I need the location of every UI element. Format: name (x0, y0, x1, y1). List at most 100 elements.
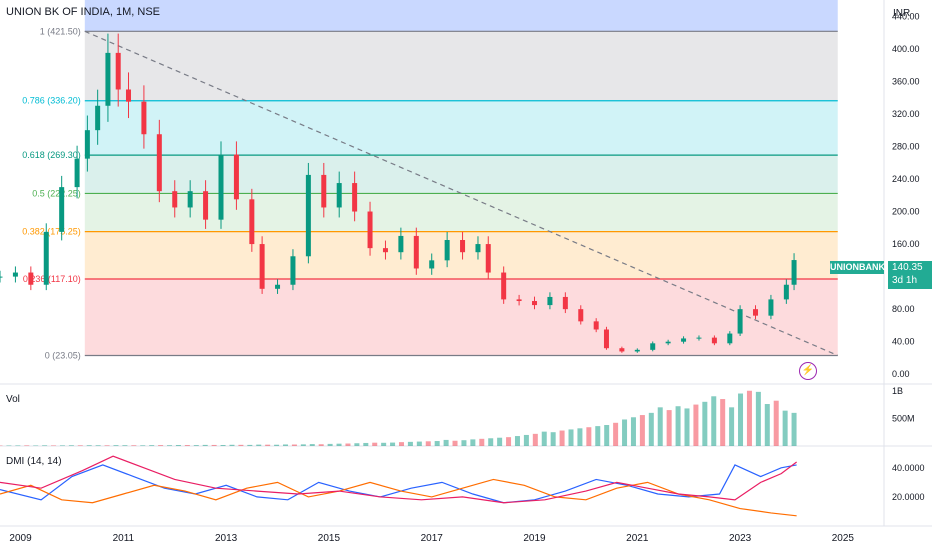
fib-level-label: 1 (421.50) (40, 26, 81, 36)
volume-bar (452, 440, 458, 446)
trendline (84, 30, 838, 357)
volume-bar (479, 438, 485, 446)
x-tick-label: 2013 (215, 533, 238, 544)
candle (105, 52, 111, 106)
candle (753, 309, 759, 316)
candle (578, 309, 584, 322)
candle (187, 191, 193, 208)
candle (737, 309, 743, 334)
x-tick-label: 2011 (113, 533, 135, 544)
candle (444, 240, 450, 261)
y-tick-label: 280.00 (892, 141, 920, 151)
volume-bar (247, 444, 253, 446)
candle (43, 231, 49, 285)
dmi-label: DMI (14, 14) (6, 456, 62, 467)
volume-bar (506, 437, 512, 446)
y-tick-label: 240.00 (892, 174, 920, 184)
volume-bar (184, 445, 190, 446)
candle (501, 272, 507, 300)
candle (593, 321, 599, 330)
volume-bar (568, 429, 574, 446)
candle (603, 329, 609, 349)
volume-bar (51, 445, 57, 446)
volume-bar (68, 445, 74, 446)
volume-bar (720, 399, 726, 446)
candle (352, 183, 358, 212)
volume-bar (256, 444, 262, 446)
candle (290, 256, 296, 285)
volume-bar (586, 427, 592, 446)
x-tick-label: 2015 (318, 533, 341, 544)
candle (485, 244, 491, 273)
candle (95, 105, 101, 131)
volume-bar (15, 445, 21, 446)
fib-band (84, 100, 838, 156)
volume-bar (764, 404, 770, 446)
y-tick-label: 440.00 (892, 11, 920, 21)
candle (0, 276, 3, 278)
volume-bar (390, 442, 396, 446)
volume-bar (782, 410, 788, 446)
fib-band (84, 193, 838, 232)
candle (696, 337, 702, 339)
volume-bar (711, 396, 717, 446)
volume-bar (729, 407, 735, 446)
flash-icon[interactable]: ⚡ (799, 362, 817, 380)
volume-bar (488, 438, 494, 446)
candle (768, 299, 774, 316)
x-tick-label: 2021 (626, 533, 649, 544)
currency-unit[interactable]: INR (893, 8, 911, 19)
volume-bar (149, 445, 155, 446)
candle (305, 174, 311, 257)
fib-level-label: 0.786 (336.20) (22, 96, 81, 106)
candle (172, 191, 178, 208)
volume-bar (613, 422, 619, 446)
volume-bar (24, 445, 30, 446)
volume-bar (666, 410, 672, 446)
candle (12, 272, 18, 277)
volume-bar (220, 445, 226, 446)
volume-bar (639, 415, 645, 446)
candle (460, 240, 466, 253)
volume-bar (113, 445, 119, 446)
fib-level-label: 0.5 (222.25) (32, 188, 81, 198)
volume-bar (274, 444, 280, 446)
candle (681, 338, 687, 342)
bar-time-left: 3d 1h (892, 275, 918, 286)
volume-bar (550, 432, 556, 446)
y-tick-label: 320.00 (892, 109, 920, 119)
volume-bar (265, 444, 271, 446)
y-tick-label: 200.00 (892, 207, 920, 217)
volume-bar (175, 445, 181, 446)
volume-bar (354, 443, 360, 446)
volume-bar (532, 433, 538, 446)
volume-bar (202, 444, 208, 446)
volume-bar (167, 445, 173, 446)
y-tick-label: 160.00 (892, 239, 920, 249)
candle (650, 343, 656, 350)
volume-bar (318, 444, 324, 446)
candle (336, 183, 342, 208)
volume-bar (630, 417, 636, 446)
volume-bar (773, 400, 779, 446)
volume-bar (42, 445, 48, 446)
candle (382, 248, 388, 253)
dmi-line (0, 478, 797, 517)
volume-bar (622, 419, 628, 446)
volume-bar (595, 426, 601, 446)
candle (783, 284, 789, 300)
candle (791, 260, 797, 285)
volume-bar (738, 393, 744, 446)
volume-bar (604, 425, 610, 446)
fib-band (84, 31, 838, 101)
candle (547, 296, 553, 306)
volume-label: Vol (6, 394, 20, 405)
y-tick-label: 400.00 (892, 44, 920, 54)
dmi-line (0, 455, 797, 504)
candle (28, 272, 34, 285)
volume-bar (443, 439, 449, 446)
fib-band (84, 278, 838, 356)
candle (413, 235, 419, 269)
volume-bar (755, 391, 761, 446)
